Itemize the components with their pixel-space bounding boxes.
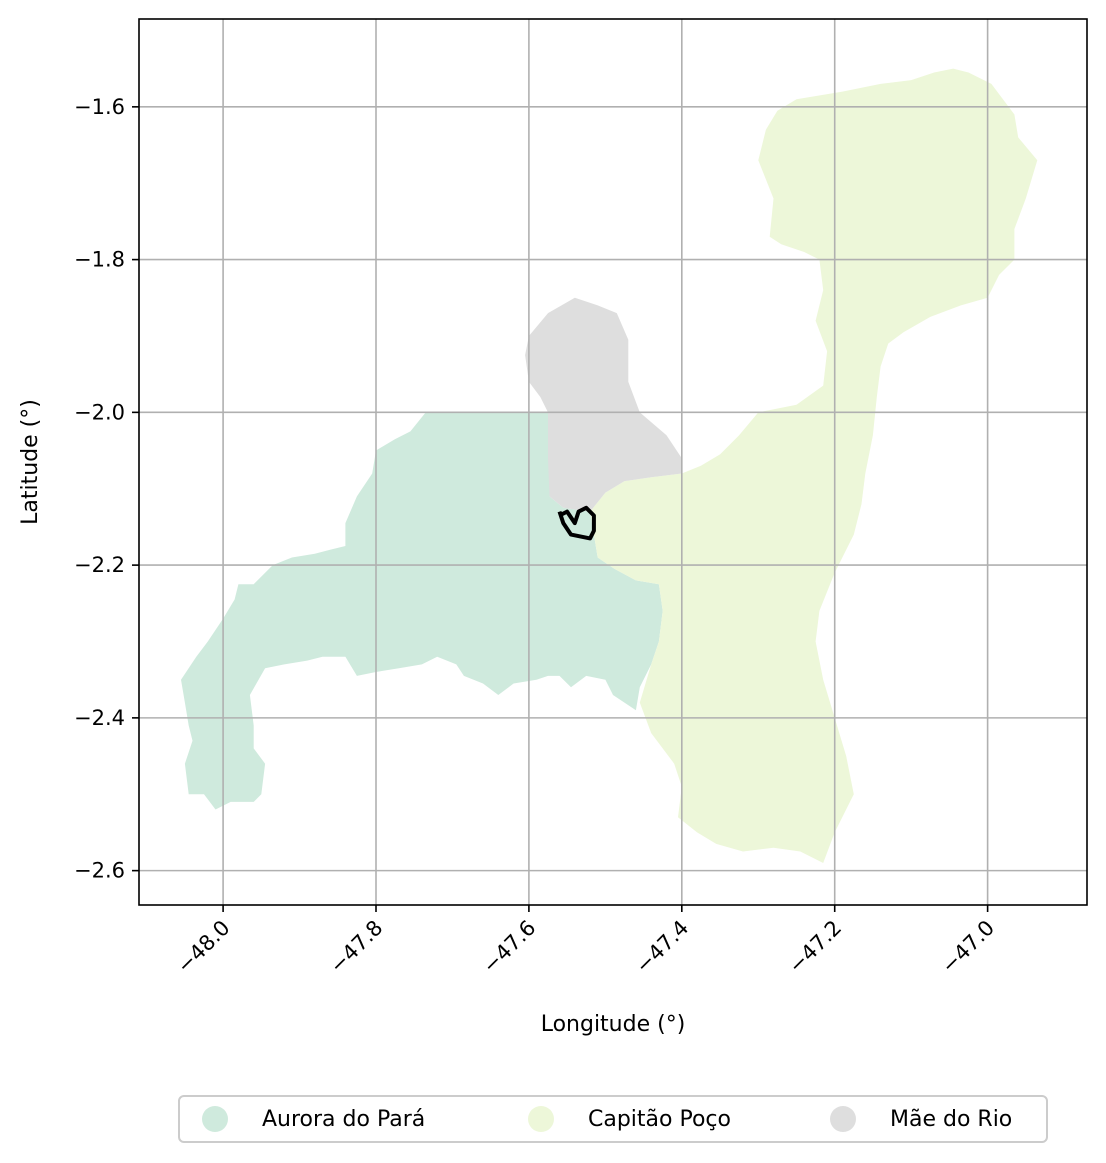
legend-label: Aurora do Pará [262,1106,426,1132]
legend-item-aurora: Aurora do Pará [202,1097,425,1141]
plot-frame [138,18,1088,906]
y-tick-label: −1.8 [74,248,125,272]
region-capitao-poco [590,68,1038,864]
y-tick-label: −2.4 [74,706,125,730]
x-axis-label: Longitude (°) [541,1012,686,1037]
legend-item-mae-do-rio: Mãe do Rio [830,1097,1012,1141]
y-axis-label: Latitude (°) [18,399,43,525]
y-tick-label: −2.0 [74,400,125,424]
map-figure: −48.0 −47.8 −47.6 −47.4 −47.2 −47.0 −1.6 −1.8 −2… [18,18,1088,1037]
region-aurora-do-para [181,412,663,810]
x-tick-label: −47.0 [937,916,999,978]
x-tick-label: −47.2 [784,916,846,978]
y-tick-label: −1.6 [74,95,125,119]
x-tick-label: −47.4 [631,916,693,978]
x-tick-label: −48.0 [172,916,234,978]
legend-marker-icon [528,1106,554,1132]
x-tick-label: −47.6 [478,916,540,978]
region-mae-do-rio [525,297,682,512]
y-tick-label: −2.6 [74,859,125,883]
x-tick-label: −47.8 [325,916,387,978]
legend-label: Capitão Poço [588,1106,731,1132]
gridlines [139,19,1087,905]
region-layer [181,68,1038,864]
legend-marker-icon [202,1106,228,1132]
legend: Aurora do Pará Capitão Poço Mãe do Rio [178,1095,1048,1143]
legend-marker-icon [830,1106,856,1132]
legend-label: Mãe do Rio [890,1106,1013,1132]
legend-item-capitao: Capitão Poço [528,1097,731,1141]
y-tick-label: −2.2 [74,553,125,577]
study-area-overlay [557,505,596,541]
study-area-outline [557,505,596,541]
